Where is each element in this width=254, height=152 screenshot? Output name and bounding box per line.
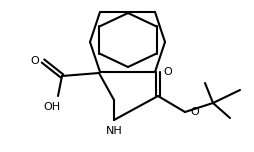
Text: NH: NH [106, 126, 122, 136]
Text: OH: OH [43, 102, 60, 112]
Text: O: O [30, 56, 39, 66]
Text: O: O [163, 67, 172, 77]
Text: O: O [190, 107, 199, 117]
